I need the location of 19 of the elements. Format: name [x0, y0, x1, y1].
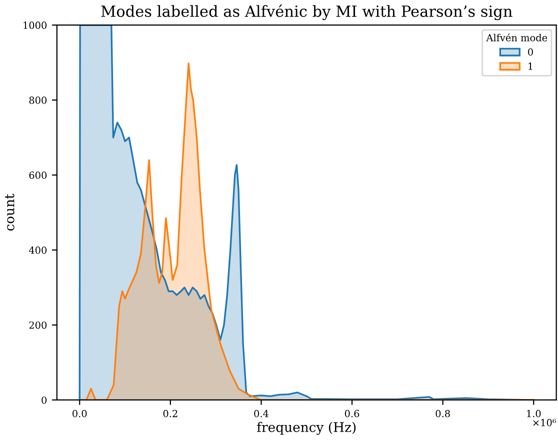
x-tick-label: 0.6 [344, 410, 360, 418]
y-tick-label: 600 [29, 172, 47, 179]
y-axis-title: count [5, 194, 14, 231]
x-tick-label: 0.8 [436, 410, 450, 418]
y-tick-label: 1000 [24, 22, 47, 29]
y-tick-label: 800 [29, 96, 47, 104]
legend-title: Alfvén mode [486, 33, 548, 42]
y-tick-label: 0 [42, 396, 47, 404]
legend-label: 1 [528, 62, 532, 70]
x-tick-label: 0.0 [72, 410, 87, 418]
x-tick-label: 0.2 [163, 410, 178, 418]
text: ×10⁶ [533, 418, 556, 426]
legend-label: 0 [528, 48, 533, 56]
x-tick-label: 1.0 [527, 410, 541, 418]
y-tick-label: 200 [29, 321, 47, 329]
y-tick-label: 400 [28, 246, 47, 254]
x-axis-title: frequency (Hz) [257, 422, 356, 435]
chart-title: Modes labelled as Alfvénic by MI with Pearson’s sign [101, 4, 512, 20]
x-tick-label: 0.4 [254, 410, 268, 418]
